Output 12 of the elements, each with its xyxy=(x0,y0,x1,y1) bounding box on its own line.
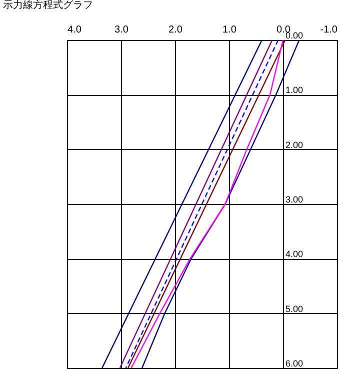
x-tick-label: 4.0 xyxy=(68,24,82,36)
x-tick-label: 1.0 xyxy=(222,24,237,36)
x-tick-label: 3.0 xyxy=(114,24,129,36)
y-tick-label: 5.00 xyxy=(286,304,304,314)
y-tick-label: 1.00 xyxy=(286,85,304,96)
y-tick-label: 4.00 xyxy=(286,249,304,260)
y-tick-label: 3.00 xyxy=(286,194,304,204)
y-tick-label: 2.00 xyxy=(286,140,304,150)
x-tick-label: -1.0 xyxy=(320,24,338,36)
y-tick-label: 6.00 xyxy=(286,358,304,368)
x-tick-label: 2.0 xyxy=(168,24,183,36)
y-tick-label: 0.00 xyxy=(286,30,304,40)
